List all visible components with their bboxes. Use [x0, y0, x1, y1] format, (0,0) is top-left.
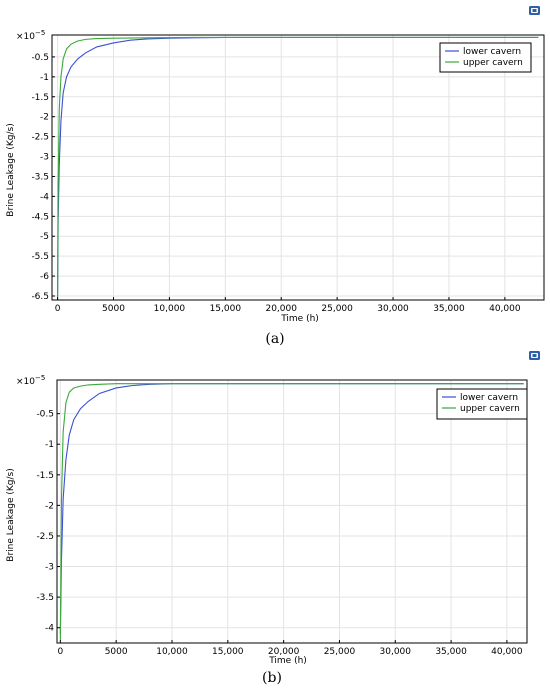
x-tick-label-b: 40,000 [491, 647, 523, 657]
x-axis-label-b: Time (h) [268, 656, 307, 666]
caption-a: (a) [265, 331, 284, 347]
legend-label-a: lower cavern [463, 47, 521, 57]
y-tick-label-b: -3.5 [36, 593, 54, 603]
y-tick-label-a: -1 [40, 73, 49, 83]
y-multiplier-a: ×10−5 [16, 29, 45, 42]
y-tick-label-a: -3 [40, 153, 49, 163]
y-tick-label-a: -2 [40, 113, 49, 123]
legend-label-a: upper cavern [463, 58, 523, 68]
y-tick-label-a: -6.5 [31, 292, 49, 302]
x-tick-label-b: 15,000 [212, 647, 244, 657]
x-tick-label-b: 30,000 [380, 647, 412, 657]
y-tick-label-a: -4 [40, 192, 49, 202]
y-tick-label-b: -3 [45, 563, 54, 573]
y-tick-label-a: -0.5 [31, 53, 49, 63]
y-tick-label-b: -2.5 [36, 532, 54, 542]
y-tick-label-a: -5.5 [31, 252, 49, 262]
y-tick-label-a: -1.5 [31, 93, 49, 103]
plot-frame-b [56, 379, 528, 644]
x-tick-label-a: 25,000 [321, 304, 353, 314]
x-tick-label-b: 10,000 [156, 647, 188, 657]
legend-label-b: lower cavern [460, 393, 518, 403]
legend-label-b: upper cavern [460, 404, 520, 414]
x-tick-label-a: 35,000 [433, 304, 465, 314]
y-tick-label-b: -2 [45, 501, 54, 511]
x-tick-label-b: 35,000 [435, 647, 467, 657]
x-tick-label-a: 40,000 [489, 304, 521, 314]
x-tick-label-b: 20,000 [268, 647, 300, 657]
series-line-lower-cavern-a [57, 36, 539, 297]
x-tick-label-a: 10,000 [154, 304, 186, 314]
y-axis-label-b: Brine Leakage (Kg/s) [6, 468, 16, 561]
y-multiplier-b: ×10−5 [16, 374, 45, 387]
caption-b: (b) [262, 670, 282, 686]
y-tick-label-a: -2.5 [31, 133, 49, 143]
y-axis-label-a: Brine Leakage (Kg/s) [6, 123, 16, 216]
series-line-upper-cavern-b [59, 383, 524, 640]
x-tick-label-a: 0 [55, 304, 61, 314]
x-axis-label-a: Time (h) [280, 314, 319, 324]
chart-b: 0 5000 10,000 15,000 20,000 25,000 30,000 35,00… [6, 351, 540, 686]
plot-frame-a [51, 34, 545, 301]
chart-a: 0 5000 10,000 15,000 20,000 25,000 30,000 35,00… [6, 6, 545, 347]
logo-icon-a [529, 6, 540, 15]
x-tick-label-b: 0 [57, 647, 63, 657]
y-tick-label-a: -3.5 [31, 172, 49, 182]
y-tick-label-a: -5 [40, 232, 49, 242]
x-tick-label-a: 30,000 [377, 304, 409, 314]
logo-icon-b [529, 351, 540, 360]
series-line-upper-cavern-a [57, 36, 539, 301]
y-tick-label-b: -4 [45, 624, 54, 634]
y-tick-label-b: -1 [45, 440, 54, 450]
series-line-lower-cavern-b [59, 383, 524, 634]
x-tick-label-a: 20,000 [265, 304, 297, 314]
legend-box-b [436, 388, 528, 420]
y-tick-label-b: -0.5 [36, 410, 54, 420]
x-tick-label-b: 25,000 [324, 647, 356, 657]
x-tick-label-b: 5000 [105, 647, 128, 657]
y-tick-label-a: -4.5 [31, 212, 49, 222]
x-tick-label-a: 5000 [102, 304, 125, 314]
y-tick-label-b: -1.5 [36, 471, 54, 481]
y-tick-label-a: -6 [40, 272, 49, 282]
x-tick-label-a: 15,000 [210, 304, 242, 314]
legend-box-a [439, 42, 532, 73]
